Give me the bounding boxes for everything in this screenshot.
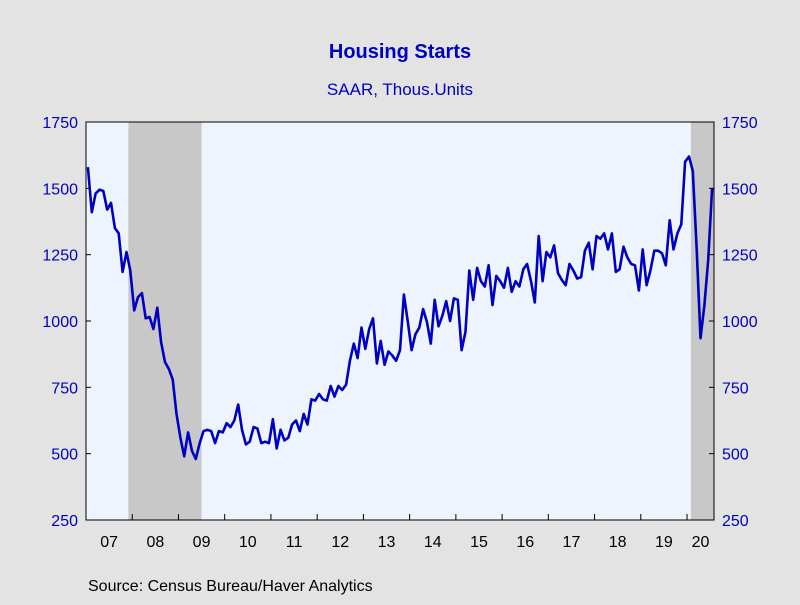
x-tick-label: 12 [331,534,349,551]
y-tick-label-left: 500 [51,447,78,464]
y-tick-label-right: 1500 [722,181,758,198]
y-tick-label-left: 1500 [42,181,78,198]
x-tick-label: 14 [424,534,442,551]
y-tick-label-right: 500 [722,447,749,464]
y-tick-label-left: 1000 [42,314,78,331]
x-tick-label: 20 [692,534,710,551]
y-tick-label-left: 1750 [42,115,78,132]
x-tick-label: 19 [655,534,673,551]
source-note: Source: Census Bureau/Haver Analytics [88,578,373,595]
x-tick-label: 11 [286,534,303,551]
y-tick-label-right: 1000 [722,314,758,331]
x-tick-label: 10 [239,534,257,551]
y-tick-label-right: 1250 [722,248,758,265]
recession-band-1 [128,122,202,520]
x-tick-label: 09 [193,534,211,551]
y-tick-label-left: 250 [51,513,78,530]
y-tick-label-right: 250 [722,513,749,530]
y-tick-label-right: 750 [722,380,749,397]
y-tick-label-left: 1250 [42,248,78,265]
x-tick-label: 16 [516,534,534,551]
chart-title: Housing Starts [329,41,471,63]
chart-subtitle: SAAR, Thous.Units [327,80,473,99]
x-tick-label: 15 [470,534,488,551]
axis-layer: 250 250 500 500 750 750 1000 1000 1250 1250 1500 15… [42,115,757,551]
x-tick-label: 17 [563,534,581,551]
series-layer [86,155,714,461]
x-tick-label: 08 [146,534,164,551]
y-tick-label-left: 750 [51,380,78,397]
x-tick-label: 13 [378,534,396,551]
y-tick-label-right: 1750 [722,115,758,132]
x-tick-label: 18 [609,534,627,551]
series-line-housing-starts [86,155,714,461]
x-tick-label: 07 [100,534,118,551]
